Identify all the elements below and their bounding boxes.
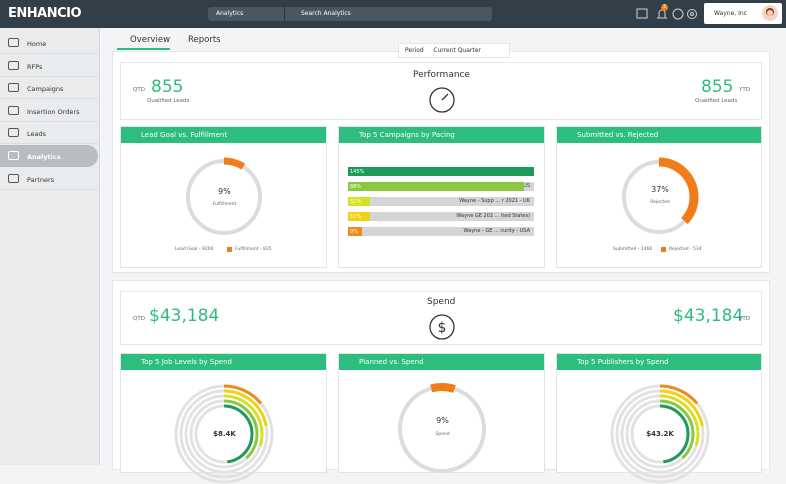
nav-icon: [8, 38, 19, 47]
ring: [179, 389, 269, 479]
lead-goal-card: Lead Goal vs. Fulfillment 9% Fulfillment…: [120, 126, 327, 268]
ring: [610, 384, 710, 484]
pacing-label: 145%: [348, 167, 534, 176]
tab-overview[interactable]: Overview: [117, 35, 171, 50]
module-dropdown[interactable]: Analytics: [208, 7, 284, 21]
fulfillment-donut: [184, 157, 264, 237]
ring: [620, 394, 700, 474]
rejected-donut: [619, 157, 699, 237]
campaign-bar: Wayne GE 202 ... ited States): [348, 212, 534, 221]
avatar: [762, 5, 778, 21]
donut-percent: 9%: [436, 416, 449, 425]
dollar-icon: $: [429, 314, 455, 340]
qtd-label: QTD: [133, 87, 145, 93]
planned-card: Planned vs. Spend 9% Spend: [338, 353, 545, 475]
campaign-name: Wayne GE 202 ... ited States): [456, 213, 530, 219]
ring: [625, 399, 695, 469]
card-header: Planned vs. Spend: [339, 354, 544, 370]
spend-summary: QTD $43,184 Spend $ $43,184 YTD: [120, 291, 762, 345]
ring: [194, 404, 254, 464]
notification-badge: 3: [661, 4, 668, 11]
ytd-value: 855: [701, 77, 734, 97]
nav-item[interactable]: Analytics: [0, 145, 98, 167]
legend-fulfillment: Fulfillment - 835: [235, 247, 272, 252]
top-icons: [636, 8, 697, 20]
donut-caption: Fulfillment: [212, 202, 237, 207]
pacing-label: 51%: [348, 212, 370, 221]
ring-center: $43.2K: [646, 430, 674, 438]
account-menu[interactable]: Wayne, Inc: [704, 3, 782, 24]
top-bar: ENHANCIO Analytics Search Analytics 3 Wa…: [0, 0, 786, 28]
nav-item[interactable]: Campaigns: [0, 77, 98, 100]
card-header: Top 5 Campaigns by Pacing: [339, 127, 544, 143]
qtd-spend: $43,184: [149, 306, 220, 326]
ytd-label: YTD: [739, 316, 750, 322]
nav-item[interactable]: Insertion Orders: [0, 100, 98, 122]
nav-item[interactable]: RFPs: [0, 55, 98, 77]
nav-icon: [8, 83, 19, 93]
tab-reports[interactable]: Reports: [188, 35, 221, 45]
svg-text:$: $: [438, 320, 447, 336]
performance-summary: QTD 855 Qualified Leads Performance 855 …: [120, 62, 762, 120]
nav-item[interactable]: Partners: [0, 168, 98, 190]
publishers-rings: [610, 384, 710, 484]
submitted-card: Submitted vs. Rejected 37% Rejected Subm…: [556, 126, 762, 268]
nav-icon: [8, 60, 19, 70]
donut-percent: 37%: [651, 185, 669, 194]
user-name: Wayne, Inc: [714, 10, 747, 17]
campaigns-card: Top 5 Campaigns by Pacing Wayne-Autom ..…: [338, 126, 545, 268]
donut-percent: 9%: [218, 187, 231, 196]
ring-center: $8.4K: [213, 430, 236, 438]
legend-swatch: [227, 247, 232, 252]
pacing-label: 51%: [348, 197, 370, 206]
nav-icon: [8, 105, 19, 115]
legend-goal: Lead Goal - 9200: [175, 247, 214, 252]
campaign-name: Wayne - GE ... curity - USA: [463, 228, 530, 234]
card-header: Submitted vs. Rejected: [557, 127, 761, 143]
ring: [615, 389, 705, 479]
ring: [630, 404, 690, 464]
qtd-caption: Qualified Leads: [147, 98, 190, 104]
sidebar: Home RFPs Campaigns Insertion Orders Leads An…: [0, 28, 100, 465]
campaign-bar: Wayne - GE ... curity - USA: [348, 227, 534, 236]
section-title: Spend: [427, 297, 456, 307]
legend-submitted: Submitted - 1460: [613, 247, 653, 252]
qtd-value: 855: [151, 77, 184, 97]
section-title: Performance: [413, 70, 471, 80]
ytd-spend: $43,184: [673, 306, 744, 326]
card-header: Top 5 Job Levels by Spend: [121, 354, 326, 370]
search-box[interactable]: Search Analytics: [284, 7, 492, 21]
nav-item[interactable]: Leads: [0, 122, 98, 145]
qtd-label: QTD: [133, 316, 145, 322]
nav-icon: [8, 151, 19, 160]
gauge-icon: [429, 87, 455, 113]
period-value: Current Quarter: [433, 47, 481, 54]
ytd-label: YTD: [739, 87, 750, 93]
logo[interactable]: ENHANCIO: [8, 6, 82, 21]
campaign-bar: Wayne - Supp ... r 2021 - UK: [348, 197, 534, 206]
ytd-caption: Qualified Leads: [695, 98, 738, 104]
period-select[interactable]: Period Current Quarter: [398, 43, 510, 58]
ring: [174, 384, 274, 484]
job-levels-card: Top 5 Job Levels by Spend $8.4K: [120, 353, 327, 484]
nav-icon: [8, 128, 19, 138]
donut-caption: Spend: [435, 432, 450, 437]
campaign-name: Wayne - Supp ... r 2021 - UK: [459, 198, 530, 204]
ring: [189, 399, 259, 469]
nav-item[interactable]: Home: [0, 32, 98, 54]
ring: [184, 394, 264, 474]
pacing-label: 88%: [348, 182, 524, 191]
planned-donut: [396, 383, 488, 475]
legend-swatch: [661, 247, 666, 252]
pacing-label: 9%: [348, 227, 362, 236]
donut-caption: Rejected: [650, 200, 670, 205]
publishers-card: Top 5 Publishers by Spend $43.2K: [556, 353, 762, 484]
card-header: Lead Goal vs. Fulfillment: [121, 127, 326, 143]
period-label: Period: [405, 47, 424, 54]
legend-rejected: Rejected - 534: [669, 247, 702, 252]
card-header: Top 5 Publishers by Spend: [557, 354, 761, 370]
nav-icon: [8, 173, 19, 183]
